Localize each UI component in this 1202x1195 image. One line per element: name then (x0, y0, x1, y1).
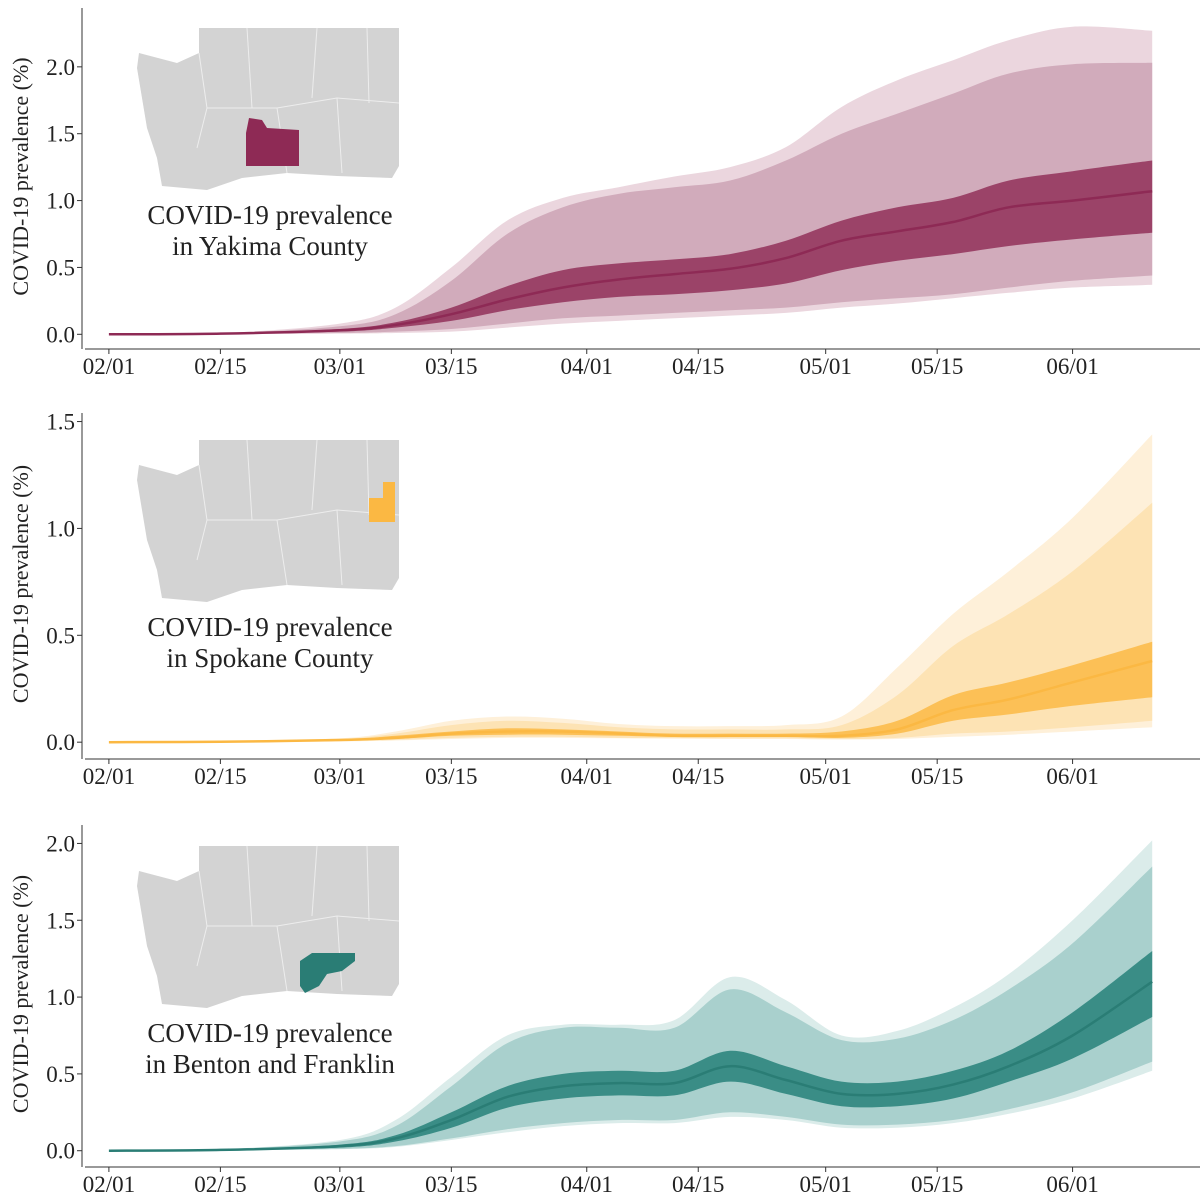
x-tick-label: 03/15 (425, 764, 477, 789)
x-tick-label: 02/01 (83, 354, 135, 379)
x-tick-label: 03/15 (425, 1172, 477, 1195)
y-tick-label: 1.0 (46, 516, 75, 541)
uncertainty-band (108, 160, 1153, 335)
x-tick-label: 04/15 (672, 1172, 724, 1195)
x-tick-label: 02/01 (83, 764, 135, 789)
x-tick-label: 05/01 (799, 1172, 851, 1195)
x-tick-label: 02/15 (194, 764, 246, 789)
x-tick-label: 03/01 (314, 354, 366, 379)
y-tick-label: 1.5 (46, 122, 75, 147)
state-outline (137, 440, 399, 602)
uncertainty-band (108, 502, 1153, 743)
x-tick-label: 06/01 (1046, 354, 1098, 379)
y-tick-label: 1.5 (46, 410, 75, 435)
y-tick-label: 0.5 (46, 623, 75, 648)
x-tick-label: 05/15 (911, 354, 963, 379)
x-tick-label: 03/15 (425, 354, 477, 379)
y-tick-label: 0.0 (46, 322, 75, 347)
county-borders (196, 439, 400, 586)
map-inset (137, 439, 400, 602)
uncertainty-band (108, 866, 1153, 1151)
y-tick-label: 0.0 (46, 1139, 75, 1164)
uncertainty-band (108, 62, 1153, 335)
y-tick-label: 0.0 (46, 730, 75, 755)
x-tick-label: 05/15 (911, 1172, 963, 1195)
y-tick-label: 0.5 (46, 1062, 75, 1087)
highlight-county (246, 118, 299, 166)
x-tick-label: 04/01 (561, 354, 613, 379)
state-outline (137, 28, 399, 190)
highlight-county (369, 482, 395, 522)
y-tick-label: 1.0 (46, 189, 75, 214)
x-tick-label: 04/15 (672, 764, 724, 789)
annotation: in Yakima County (172, 231, 368, 261)
y-axis-label: COVID-19 prevalence (%) (8, 875, 33, 1113)
y-axis-label: COVID-19 prevalence (%) (8, 57, 33, 295)
x-tick-label: 05/15 (911, 764, 963, 789)
median-line (108, 659, 1153, 744)
x-tick-label: 04/01 (561, 1172, 613, 1195)
x-tick-label: 05/01 (799, 354, 851, 379)
x-tick-label: 05/01 (799, 764, 851, 789)
y-tick-label: 2.0 (46, 831, 75, 856)
x-tick-label: 02/15 (194, 1172, 246, 1195)
x-tick-label: 06/01 (1046, 1172, 1098, 1195)
annotation: in Benton and Franklin (145, 1049, 395, 1079)
y-tick-label: 2.0 (46, 55, 75, 80)
uncertainty-band (108, 951, 1153, 1151)
x-tick-label: 02/15 (194, 354, 246, 379)
y-axis-label: COVID-19 prevalence (%) (8, 465, 33, 703)
map-inset (137, 845, 400, 1008)
x-tick-label: 03/01 (314, 764, 366, 789)
state-outline (137, 846, 399, 1008)
x-tick-label: 02/01 (83, 1172, 135, 1195)
annotation: COVID-19 prevalence (147, 612, 392, 642)
median-line (108, 980, 1153, 1152)
median-line (108, 189, 1153, 336)
x-tick-label: 04/15 (672, 354, 724, 379)
y-tick-label: 1.5 (46, 908, 75, 933)
y-tick-label: 0.5 (46, 255, 75, 280)
highlight-county (300, 953, 355, 993)
x-tick-label: 06/01 (1046, 764, 1098, 789)
annotation: COVID-19 prevalence (147, 200, 392, 230)
x-tick-label: 03/01 (314, 1172, 366, 1195)
y-tick-label: 1.0 (46, 985, 75, 1010)
map-inset (137, 27, 400, 190)
annotation: in Spokane County (167, 643, 374, 673)
x-tick-label: 04/01 (561, 764, 613, 789)
annotation: COVID-19 prevalence (147, 1018, 392, 1048)
